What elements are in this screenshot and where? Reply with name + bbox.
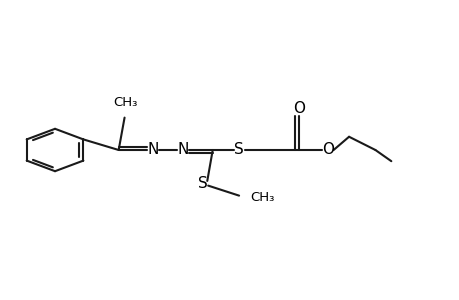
Text: O: O (292, 101, 304, 116)
Text: O: O (321, 142, 333, 158)
Text: S: S (197, 176, 207, 191)
Text: N: N (147, 142, 158, 158)
Text: CH₃: CH₃ (250, 190, 274, 204)
Text: CH₃: CH₃ (112, 96, 137, 109)
Text: S: S (234, 142, 243, 158)
Text: N: N (177, 142, 189, 158)
